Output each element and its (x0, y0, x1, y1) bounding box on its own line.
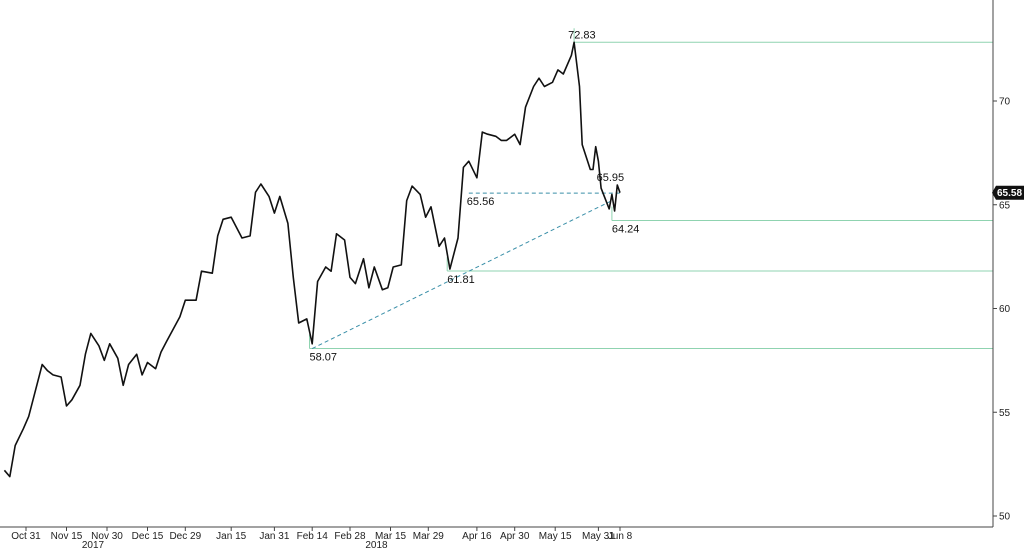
y-tick-label: 50 (999, 512, 1011, 523)
x-tick-label: Dec 15 (132, 531, 164, 542)
last-value-badge (992, 185, 1024, 200)
x-tick-label: Jun 8 (608, 531, 633, 542)
last-value-marker: 65.58 (992, 185, 1024, 200)
trend-lines (311, 192, 620, 349)
y-tick-label: 70 (999, 97, 1011, 108)
level-label: 72.83 (568, 29, 596, 41)
x-tick-label: Dec 29 (169, 531, 201, 542)
x-axis-ticks: Oct 31 Nov 15 Nov 30 Dec 15 Dec 29 Jan 15 Jan … (11, 527, 633, 549)
x-tick-label: Mar 29 (413, 531, 445, 542)
x-tick-label: Nov 15 (51, 531, 83, 542)
x-tick-label: Jan 15 (216, 531, 246, 542)
y-tick-label: 55 (999, 408, 1011, 419)
y-tick-label: 60 (999, 304, 1011, 315)
support-resistance-lines (309, 28, 993, 350)
x-tick-label: Apr 16 (462, 531, 492, 542)
last-value-label: 65.58 (997, 188, 1022, 199)
annotations: 72.83 64.24 61.81 58.07 65.56 65.95 (310, 29, 640, 363)
x-tick-label: May 15 (539, 531, 572, 542)
y-tick-label: 65 (999, 200, 1011, 211)
x-tick-label: Oct 31 (11, 531, 41, 542)
x-tick-label: Nov 30 (91, 531, 123, 542)
x-tick-label: Feb 14 (297, 531, 329, 542)
level-label: 64.24 (612, 224, 640, 236)
level-label: 58.07 (310, 352, 338, 364)
year-label: 2017 (82, 540, 105, 549)
x-tick-label: Jan 31 (259, 531, 289, 542)
dashed-line-label: 65.56 (467, 196, 495, 208)
x-tick-label: Mar 15 (375, 531, 407, 542)
price-series-line (3, 41, 621, 478)
x-tick-label: Apr 30 (500, 531, 530, 542)
level-label: 61.81 (447, 274, 475, 286)
x-tick-label: Feb 28 (334, 531, 366, 542)
value-annotation: 65.95 (597, 172, 625, 184)
year-label: 2018 (365, 540, 388, 549)
y-axis-ticks: 50 55 60 65 70 (993, 97, 1011, 523)
x-tick-label: May 31 (582, 531, 615, 542)
